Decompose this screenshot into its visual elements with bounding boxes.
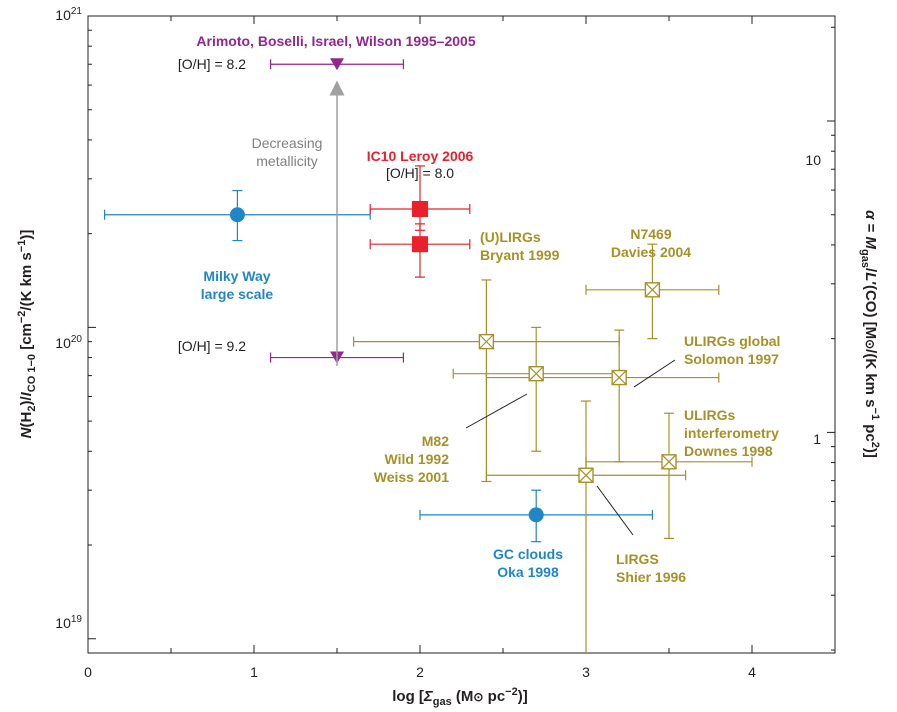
y2-axis-title: α = Mgas/L′(CO) [M⊙/(K km s−1 pc2)] [859, 210, 881, 458]
mw-label-2: large scale [201, 286, 274, 302]
y-tick-label-1e20: 1020 [55, 334, 82, 351]
x-tick-label-3: 3 [582, 664, 590, 680]
x-tick-label-2: 2 [416, 664, 424, 680]
lirgs-label-1: LIRGS [616, 551, 659, 567]
y2-tick-label-10: 10 [805, 152, 821, 168]
data-point-cross [528, 366, 544, 382]
oh-92-label: [O/H] = 9.2 [178, 338, 246, 354]
ulirgs-global-label-1: ULIRGs global [684, 333, 780, 349]
plot-frame [87, 15, 836, 654]
data-point-cross [661, 454, 677, 470]
x-tick-label-0: 0 [84, 664, 92, 680]
data-point-cross [611, 370, 627, 385]
n7469-label-1: N7469 [630, 226, 671, 242]
data-point-circle [528, 507, 544, 523]
x-tick-label-4: 4 [748, 664, 756, 680]
y2-tick-label-1: 1 [813, 431, 821, 447]
ulirgs-label-2: Bryant 1999 [480, 247, 560, 263]
x-tick-label-1: 1 [250, 664, 258, 680]
gc-label-1: GC clouds [493, 546, 563, 562]
oh-82-label: [O/H] = 8.2 [178, 56, 246, 72]
decreasing-label-2: metallicity [256, 153, 317, 169]
ulirgs-global-label-2: Solomon 1997 [684, 351, 779, 367]
ic10-label: IC10 Leroy 2006 [367, 148, 474, 164]
y-axis-title: N(H2)/ICO 1−0 [cm−2/(K km s−1)] [16, 230, 38, 439]
ulirgs-label-1: (U)LIRGs [480, 229, 541, 245]
ulirgs-int-label-2: interferometry [684, 425, 779, 441]
data-point-circle [229, 207, 245, 223]
data-point-triangle [330, 58, 344, 71]
mw-label-1: Milky Way [203, 268, 270, 284]
y-tick-label-1e19: 1019 [55, 614, 82, 631]
gc-label-2: Oka 1998 [497, 564, 559, 580]
m82-label-2: Wild 1992 [385, 451, 450, 467]
y-tick-label-1e21: 1021 [55, 6, 82, 23]
lirgs-label-2: Shier 1996 [616, 569, 686, 585]
oh-80-label: [O/H] = 8.0 [386, 165, 454, 181]
m82-label-1: M82 [422, 433, 449, 449]
x-axis-title: log [Σgas (M⊙ pc−2)] [392, 686, 527, 708]
data-point-square [412, 200, 428, 217]
ulirgs-int-label-1: ULIRGs [684, 407, 736, 423]
m82-label-3: Weiss 2001 [374, 469, 449, 485]
arimoto-label: Arimoto, Boselli, Israel, Wilson 1995–20… [196, 33, 475, 49]
data-point-cross [644, 282, 660, 298]
ulirgs-int-label-3: Downes 1998 [684, 443, 773, 459]
leader-lines [465, 359, 676, 536]
data-point-square [412, 236, 428, 253]
decreasing-label-1: Decreasing [252, 135, 323, 151]
data-point-cross [578, 467, 594, 483]
data-marks [103, 58, 753, 653]
data-point-cross [478, 334, 494, 350]
n7469-label-2: Davies 2004 [611, 244, 691, 260]
